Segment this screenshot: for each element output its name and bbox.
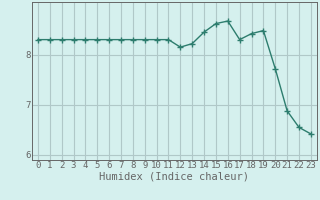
X-axis label: Humidex (Indice chaleur): Humidex (Indice chaleur): [100, 172, 249, 182]
